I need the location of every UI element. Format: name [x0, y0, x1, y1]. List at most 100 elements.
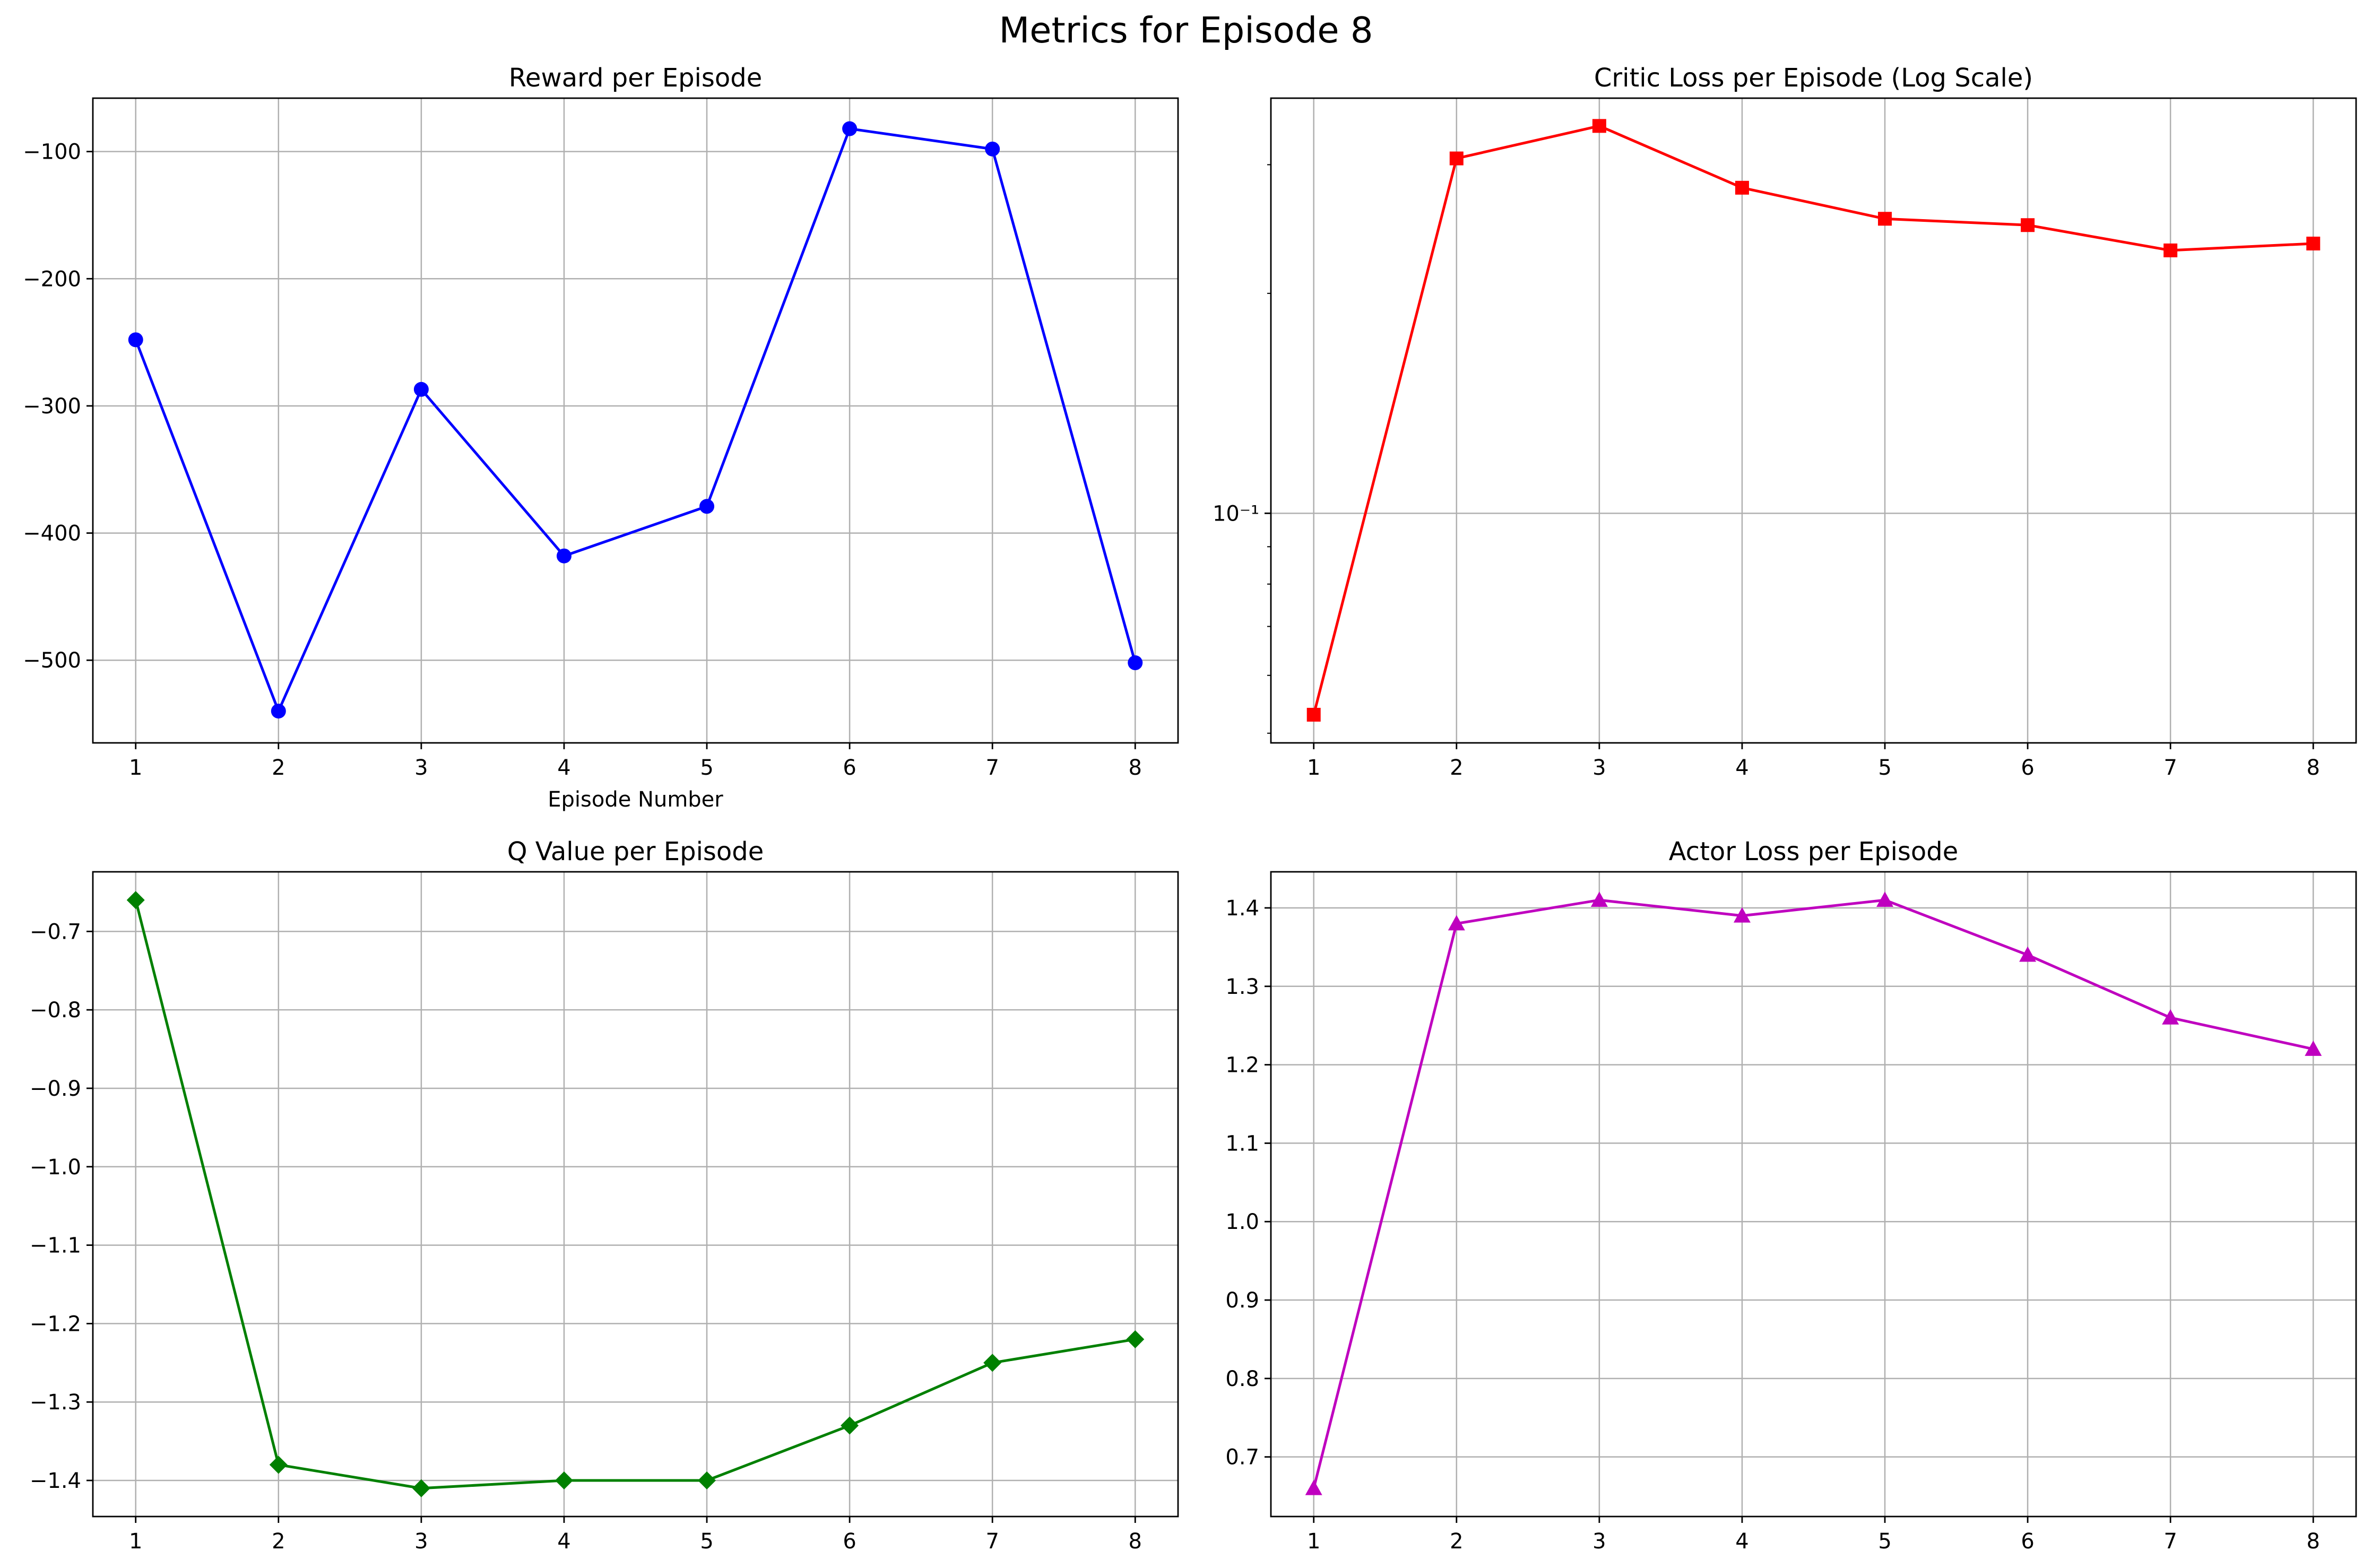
critic-loss-panel: Critic Loss per Episode (Log Scale) 1 2 3 4 5… [1213, 63, 2357, 780]
actor-x-tick-label: 8 [2307, 1529, 2320, 1554]
actor-y-tick-label: 1.1 [1225, 1131, 1259, 1156]
qvalue-x-tick-label: 6 [843, 1529, 856, 1554]
reward-x-axis-label: Episode Number [548, 787, 723, 812]
qvalue-y-tick-label: −1.4 [30, 1469, 81, 1493]
q-value-panel: Q Value per Episode 1 2 3 4 5 6 7 8 −1.4 −1.3 −1.2 −… [30, 837, 1179, 1554]
actor-y-tick-label: 1.3 [1225, 975, 1259, 999]
critic-x-tick-label: 2 [1450, 756, 1463, 780]
actor-y-tick-label: 1.2 [1225, 1053, 1259, 1078]
actor-data-point [1590, 891, 1608, 907]
reward-data-point [128, 332, 143, 348]
reward-data-point [699, 499, 715, 514]
actor-data-point [2305, 1041, 2322, 1056]
qvalue-y-tick-label: −0.8 [30, 998, 81, 1023]
actor-data-point [1448, 915, 1465, 931]
qvalue-data-point [126, 891, 145, 909]
actor-data-point [1305, 1479, 1322, 1495]
qvalue-data-point [555, 1471, 573, 1490]
critic-data-point [1592, 119, 1606, 133]
actor-loss-panel: Actor Loss per Episode 1 2 3 4 5 6 7 8 0.7 0.8 0.9 1… [1225, 837, 2357, 1554]
critic-x-tick-label: 4 [1735, 756, 1748, 780]
actor-title: Actor Loss per Episode [1669, 837, 1959, 867]
reward-x-tick-label: 4 [557, 756, 570, 780]
reward-y-tick-label: −200 [23, 267, 81, 291]
qvalue-x-tick-label: 3 [414, 1529, 428, 1554]
reward-y-tick-label: −500 [23, 648, 81, 673]
reward-x-tick-label: 8 [1129, 756, 1142, 780]
actor-data-point [1733, 907, 1751, 923]
reward-x-tick-label: 7 [985, 756, 999, 780]
qvalue-axes-frame [92, 871, 1179, 1518]
actor-x-tick-label: 1 [1307, 1529, 1320, 1554]
figure-title: Metrics for Episode 8 [999, 10, 1373, 51]
qvalue-x-tick-label: 5 [700, 1529, 713, 1554]
actor-y-tick-label: 0.9 [1225, 1288, 1259, 1313]
actor-data-point [2019, 946, 2037, 962]
qvalue-y-tick-label: −1.0 [30, 1155, 81, 1180]
actor-x-tick-label: 5 [1878, 1529, 1891, 1554]
reward-data-point [985, 141, 1000, 157]
critic-x-tick-label: 3 [1592, 756, 1606, 780]
critic-x-tick-label: 7 [2163, 756, 2177, 780]
reward-axes-frame [92, 97, 1179, 744]
critic-x-tick-label: 8 [2307, 756, 2320, 780]
reward-series-line [134, 127, 1137, 713]
qvalue-y-tick-label: −0.9 [30, 1077, 81, 1101]
qvalue-x-tick-label: 4 [557, 1529, 570, 1554]
actor-x-tick-label: 3 [1592, 1529, 1606, 1554]
reward-data-point [413, 382, 429, 397]
reward-y-tick-label: −100 [23, 140, 81, 164]
critic-x-tick-label: 6 [2021, 756, 2034, 780]
qvalue-y-tick-label: −1.2 [30, 1312, 81, 1336]
critic-x-tick-label: 5 [1878, 756, 1891, 780]
reward-data-point [1128, 655, 1143, 671]
actor-y-tick-label: 1.0 [1225, 1210, 1259, 1234]
critic-data-point [2306, 236, 2321, 250]
critic-x-tick-label: 1 [1307, 756, 1320, 780]
actor-x-tick-label: 6 [2021, 1529, 2034, 1554]
reward-y-tick-label: −300 [23, 394, 81, 419]
reward-panel: Reward per Episode 1 2 3 4 5 6 7 8 −500 −400 −300 −2… [23, 63, 1179, 812]
actor-x-tick-label: 4 [1735, 1529, 1748, 1554]
actor-series-line [1312, 898, 2314, 1489]
critic-data-point [1878, 212, 1892, 226]
actor-y-tick-label: 1.4 [1225, 896, 1259, 921]
qvalue-data-point [1126, 1330, 1145, 1348]
reward-data-point [556, 548, 572, 564]
reward-x-tick-label: 1 [129, 756, 142, 780]
reward-x-tick-label: 6 [843, 756, 856, 780]
reward-x-tick-label: 5 [700, 756, 713, 780]
reward-y-tick-label: −400 [23, 522, 81, 546]
qvalue-x-tick-label: 1 [129, 1529, 142, 1554]
qvalue-data-point [269, 1456, 288, 1474]
critic-data-point [1449, 151, 1464, 166]
reward-data-point [842, 121, 858, 136]
qvalue-data-point [841, 1416, 859, 1435]
reward-data-point [271, 704, 286, 719]
qvalue-title: Q Value per Episode [507, 837, 764, 867]
critic-series-line [1312, 124, 2314, 715]
qvalue-data-point [983, 1354, 1002, 1372]
actor-axes-frame [1270, 871, 2357, 1518]
critic-data-point [2021, 218, 2035, 232]
reward-title: Reward per Episode [509, 63, 763, 93]
critic-data-point [1306, 707, 1321, 722]
critic-y-tick-label: 10⁻¹ [1213, 501, 1259, 526]
qvalue-y-tick-label: −1.3 [30, 1390, 81, 1415]
qvalue-series-line [134, 899, 1136, 1490]
actor-y-tick-label: 0.8 [1225, 1367, 1259, 1391]
reward-x-tick-label: 3 [414, 756, 428, 780]
qvalue-data-point [412, 1479, 430, 1497]
qvalue-y-tick-label: −1.1 [30, 1234, 81, 1258]
qvalue-data-point [698, 1471, 716, 1490]
critic-data-point [2163, 243, 2178, 257]
reward-x-tick-label: 2 [272, 756, 285, 780]
actor-x-tick-label: 7 [2163, 1529, 2177, 1554]
critic-axes-frame [1270, 97, 2357, 744]
critic-data-point [1735, 180, 1749, 195]
qvalue-x-tick-label: 8 [1129, 1529, 1142, 1554]
critic-title: Critic Loss per Episode (Log Scale) [1594, 63, 2033, 93]
actor-y-tick-label: 0.7 [1225, 1445, 1259, 1470]
